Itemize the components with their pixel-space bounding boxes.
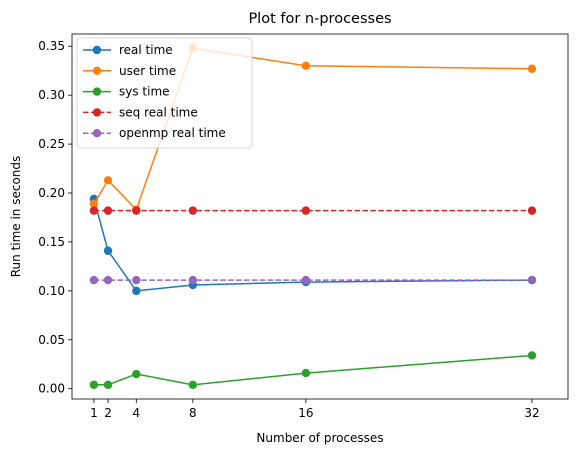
data-point-openmp-real-time bbox=[301, 275, 311, 285]
axes-frame bbox=[71, 33, 569, 400]
series-seq-real-time bbox=[89, 206, 537, 215]
legend-label: openmp real time bbox=[119, 126, 226, 140]
data-point-sys-time bbox=[89, 380, 99, 390]
x-tick-label: 1 bbox=[90, 406, 98, 420]
x-axis-label: Number of processes bbox=[256, 431, 383, 445]
data-point-seq-real-time bbox=[132, 206, 141, 215]
legend-item-user-time: user time bbox=[83, 64, 176, 78]
legend-label: real time bbox=[119, 43, 173, 57]
data-point-openmp-real-time bbox=[188, 275, 198, 285]
x-tick-label: 2 bbox=[104, 406, 112, 420]
data-point-user-time bbox=[301, 61, 311, 71]
legend-label: user time bbox=[119, 64, 176, 78]
data-point-real-time bbox=[132, 286, 141, 296]
y-tick-label: 0.35 bbox=[38, 39, 65, 53]
y-tick-label: 0.30 bbox=[38, 88, 65, 102]
data-point-sys-time bbox=[103, 380, 113, 390]
legend-swatch-marker bbox=[92, 45, 102, 55]
legend-item-openmp-real-time: openmp real time bbox=[83, 126, 226, 140]
series-openmp-real-time bbox=[89, 275, 537, 285]
data-point-seq-real-time bbox=[89, 206, 99, 215]
legend-item-real-time: real time bbox=[83, 43, 173, 57]
y-axis-label: Run time in seconds bbox=[9, 156, 23, 278]
data-point-openmp-real-time bbox=[527, 275, 537, 285]
y-tick-label: 0.20 bbox=[38, 186, 65, 200]
legend-label: seq real time bbox=[119, 105, 198, 119]
series-line-real-time bbox=[93, 198, 532, 292]
data-point-openmp-real-time bbox=[103, 275, 113, 285]
series-sys-time bbox=[89, 351, 537, 390]
data-point-user-time bbox=[527, 64, 537, 73]
legend-item-sys-time: sys time bbox=[83, 85, 170, 99]
x-tick-label: 4 bbox=[132, 406, 140, 420]
data-point-openmp-real-time bbox=[89, 275, 99, 285]
legend: real time user time sys time seq real time o… bbox=[76, 37, 253, 149]
data-point-user-time bbox=[89, 199, 99, 208]
data-point-openmp-real-time bbox=[132, 275, 141, 285]
data-point-sys-time bbox=[301, 368, 311, 378]
y-tick-label: 0.00 bbox=[38, 382, 65, 396]
data-point-sys-time bbox=[188, 380, 198, 390]
data-point-sys-time bbox=[132, 369, 141, 379]
data-point-user-time bbox=[103, 176, 113, 185]
data-point-seq-real-time bbox=[103, 206, 113, 215]
y-tick-label: 0.15 bbox=[38, 235, 65, 249]
legend-swatch-marker bbox=[92, 108, 102, 117]
y-tick-label: 0.05 bbox=[38, 333, 65, 347]
legend-swatch-marker bbox=[92, 66, 102, 76]
x-tick-label: 16 bbox=[298, 406, 313, 420]
data-point-sys-time bbox=[527, 351, 537, 360]
x-tick-label: 8 bbox=[189, 406, 197, 420]
legend-box bbox=[76, 37, 253, 149]
data-point-seq-real-time bbox=[188, 206, 198, 215]
data-point-seq-real-time bbox=[527, 206, 537, 215]
legend-item-seq-real-time: seq real time bbox=[83, 105, 198, 119]
series-line-sys-time bbox=[93, 354, 533, 386]
legend-swatch-marker bbox=[92, 129, 102, 138]
y-tick-label: 0.10 bbox=[38, 284, 65, 298]
y-axis-ticks: 0.00 0.05 0.10 0.15 0.20 0.25 0.30 0.35 bbox=[38, 39, 72, 396]
legend-label: sys time bbox=[119, 85, 170, 99]
y-tick-label: 0.25 bbox=[38, 137, 65, 151]
chart-title: Plot for n-processes bbox=[248, 11, 391, 27]
data-point-seq-real-time bbox=[301, 206, 311, 215]
x-axis-ticks: 1 2 4 8 16 32 bbox=[90, 399, 540, 420]
x-tick-label: 32 bbox=[524, 406, 539, 420]
legend-swatch-marker bbox=[92, 87, 102, 96]
data-point-real-time bbox=[103, 246, 113, 255]
